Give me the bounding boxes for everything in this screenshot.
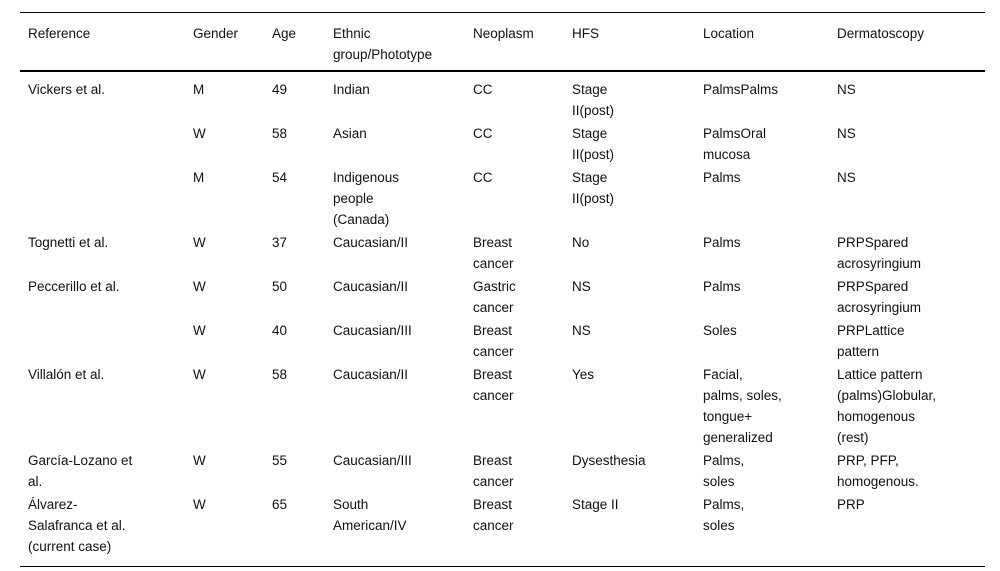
table-cell: PRPSpared acrosyringium	[837, 235, 922, 271]
table-cell: 58	[272, 367, 288, 382]
table-cell: 54	[272, 170, 288, 185]
table-cell: No	[572, 235, 590, 250]
table-cell: Caucasian/II	[333, 279, 409, 294]
table-cell: Indigenous people (Canada)	[333, 170, 400, 227]
table-cell: Álvarez- Salafranca et al. (current case…	[28, 497, 126, 554]
table-row-vickers-2: W 58 Asian CC Stage II(post) PalmsOral m…	[20, 122, 985, 166]
case-reports-table: Reference Gender Age Ethnic group/Photot…	[20, 12, 985, 567]
table-row-vickers-3: M 54 Indigenous people (Canada) CC Stage…	[20, 166, 985, 231]
table-cell: South American/IV	[333, 497, 407, 533]
table-cell: 40	[272, 323, 288, 338]
table-cell: Gastric cancer	[473, 279, 516, 315]
table-cell: Caucasian/III	[333, 453, 412, 468]
table-row-alvarez-salafranca: Álvarez- Salafranca et al. (current case…	[20, 493, 985, 567]
table-cell: PalmsPalms	[703, 82, 779, 97]
table-cell: Dysesthesia	[572, 453, 646, 468]
table-cell: Palms, soles	[703, 453, 745, 489]
table-cell: W	[193, 367, 206, 382]
table-cell: Breast cancer	[473, 453, 514, 489]
paper-table-container: Reference Gender Age Ethnic group/Photot…	[20, 12, 985, 567]
table-cell: M	[193, 170, 205, 185]
column-header-ethnic-group: Ethnic group/Phototype	[325, 12, 465, 72]
table-cell: M	[193, 82, 205, 97]
table-cell: Stage II(post)	[572, 126, 615, 162]
table-row-vickers-1: Vickers et al. M 49 Indian CC Stage II(p…	[20, 71, 985, 122]
table-cell: Caucasian/II	[333, 235, 409, 250]
table-cell: NS	[572, 323, 591, 338]
table-cell: Yes	[572, 367, 595, 382]
table-cell: CC	[473, 82, 493, 97]
table-cell: Lattice pattern (palms)Globular, homogen…	[837, 367, 937, 445]
table-cell: Villalón et al.	[28, 367, 105, 382]
table-cell	[20, 122, 185, 166]
table-cell: PalmsOral mucosa	[703, 126, 767, 162]
table-cell: NS	[837, 126, 856, 141]
column-header-hfs: HFS	[564, 12, 695, 72]
table-cell: 55	[272, 453, 288, 468]
column-header-neoplasm: Neoplasm	[465, 12, 564, 72]
table-cell: NS	[837, 82, 856, 97]
table-cell: PRP	[837, 497, 865, 512]
table-cell: Palms	[703, 235, 741, 250]
table-cell: NS	[837, 170, 856, 185]
table-row-peccerillo-1: Peccerillo et al. W 50 Caucasian/II Gast…	[20, 275, 985, 319]
table-row-tognetti: Tognetti et al. W 37 Caucasian/II Breast…	[20, 231, 985, 275]
table-cell: Stage II	[572, 497, 619, 512]
table-cell: W	[193, 497, 206, 512]
column-header-reference: Reference	[20, 12, 185, 72]
table-cell: PRP, PFP, homogenous.	[837, 453, 919, 489]
table-cell: Caucasian/II	[333, 367, 409, 382]
table-cell: Facial, palms, soles, tongue+ generalize…	[703, 367, 782, 445]
table-cell: Breast cancer	[473, 367, 514, 403]
table-cell: Breast cancer	[473, 497, 514, 533]
table-cell: Breast cancer	[473, 235, 514, 271]
column-header-dermatoscopy: Dermatoscopy	[829, 12, 985, 72]
table-cell: W	[193, 453, 206, 468]
table-cell: Palms, soles	[703, 497, 745, 533]
column-header-gender: Gender	[185, 12, 264, 72]
table-cell: W	[193, 279, 206, 294]
table-cell: W	[193, 126, 206, 141]
table-cell: 49	[272, 82, 288, 97]
table-cell: Asian	[333, 126, 367, 141]
table-cell: Tognetti et al.	[28, 235, 109, 250]
table-cell: W	[193, 323, 206, 338]
table-cell: 65	[272, 497, 288, 512]
table-cell	[20, 319, 185, 363]
table-header-row: Reference Gender Age Ethnic group/Photot…	[20, 12, 985, 72]
table-cell: PRPSpared acrosyringium	[837, 279, 922, 315]
table-cell: Palms	[703, 170, 741, 185]
table-cell: Stage II(post)	[572, 170, 615, 206]
table-cell: Caucasian/III	[333, 323, 412, 338]
table-cell: García-Lozano et al.	[28, 453, 133, 489]
table-cell: Stage II(post)	[572, 82, 615, 118]
table-cell: 37	[272, 235, 288, 250]
table-cell: CC	[473, 170, 493, 185]
table-cell: NS	[572, 279, 591, 294]
table-cell: PRPLattice pattern	[837, 323, 905, 359]
column-header-age: Age	[264, 12, 325, 72]
table-row-garcia-lozano: García-Lozano et al. W 55 Caucasian/III …	[20, 449, 985, 493]
table-cell: W	[193, 235, 206, 250]
table-cell: Indian	[333, 82, 370, 97]
table-cell: Soles	[703, 323, 737, 338]
table-cell: 58	[272, 126, 288, 141]
table-cell: Vickers et al.	[28, 82, 106, 97]
table-cell: CC	[473, 126, 493, 141]
column-header-location: Location	[695, 12, 829, 72]
table-row-peccerillo-2: W 40 Caucasian/III Breast cancer NS Sole…	[20, 319, 985, 363]
table-cell: Palms	[703, 279, 741, 294]
table-cell: 50	[272, 279, 288, 294]
table-cell: Peccerillo et al.	[28, 279, 120, 294]
table-cell: Breast cancer	[473, 323, 514, 359]
table-row-villalon: Villalón et al. W 58 Caucasian/II Breast…	[20, 363, 985, 449]
table-cell	[20, 166, 185, 231]
